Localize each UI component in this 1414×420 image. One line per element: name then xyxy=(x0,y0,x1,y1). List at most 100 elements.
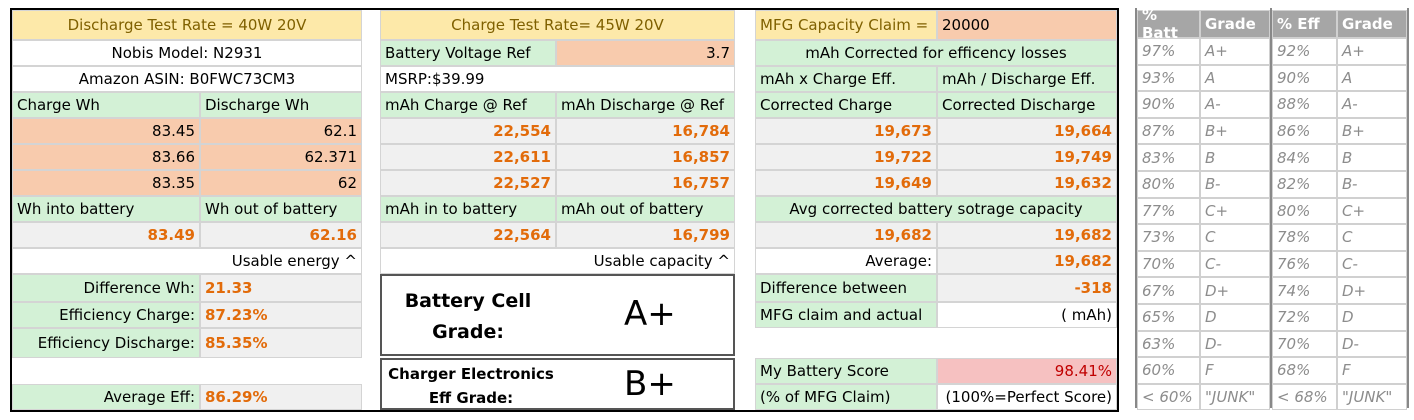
charger-grade-box: Charger Electronics Eff Grade: B+ xyxy=(380,358,735,410)
grade-table-cell: D+ xyxy=(1200,277,1270,304)
grade-table-cell: 63% xyxy=(1137,330,1200,358)
grade-table-cell: "JUNK" xyxy=(1200,383,1270,411)
efficiency-charge: 87.23% xyxy=(200,302,362,328)
efficiency-difference-label: Difference Wh: xyxy=(12,274,200,302)
grade-table-cell: B+ xyxy=(1337,117,1407,145)
corrected-avg-charge: 19,682 xyxy=(755,222,937,248)
claim-score: 98.41% xyxy=(937,358,1117,384)
grade-table-cell: 70% xyxy=(1137,250,1200,278)
discharge-2: 62 xyxy=(200,170,362,196)
grade-table-cell: < 60% xyxy=(1137,383,1200,411)
grade-table-cell: C xyxy=(1337,224,1407,251)
grade-table-cell: C- xyxy=(1200,250,1270,278)
grade-table-cell: 60% xyxy=(1137,357,1200,384)
grade-table-cell: 68% xyxy=(1272,357,1337,384)
discharge-2: 19,632 xyxy=(937,170,1117,196)
discharge-0: 16,784 xyxy=(556,118,735,144)
charge-2: 22,527 xyxy=(380,170,556,196)
charge-0: 22,554 xyxy=(380,118,556,144)
grade-table-cell: D xyxy=(1337,304,1407,331)
claim-score-note: (100%=Perfect Score) xyxy=(937,384,1117,410)
wh-charge-header: Charge Wh xyxy=(12,92,200,118)
grade-table-cell: D xyxy=(1200,304,1270,331)
wh-out-header: Wh out of battery xyxy=(200,196,362,222)
discharge-0: 62.1 xyxy=(200,118,362,144)
grade-table-cell: A+ xyxy=(1200,38,1270,65)
grade-table-cell: 74% xyxy=(1272,277,1337,304)
discharge-1: 16,857 xyxy=(556,144,735,170)
grade-table-cell: 80% xyxy=(1272,197,1337,225)
grade-table-cell: 70% xyxy=(1272,330,1337,358)
charge-1: 83.66 xyxy=(12,144,200,170)
grade-table-cell: 93% xyxy=(1137,64,1200,92)
grade-table-cell: 82% xyxy=(1272,171,1337,198)
grade-table-cell: 72% xyxy=(1272,304,1337,331)
grade-table-cell: 77% xyxy=(1137,197,1200,225)
charger-grade: B+ xyxy=(624,364,676,404)
grade-table-cell: 90% xyxy=(1137,91,1200,118)
grade-table-cell: 92% xyxy=(1272,38,1337,65)
grade-table-cell: 90% xyxy=(1272,64,1337,92)
grade-table-cell: 97% xyxy=(1137,38,1200,65)
grade-table-cell: A+ xyxy=(1337,38,1407,65)
grade-table-cell: B- xyxy=(1337,171,1407,198)
grade-table-cell: 86% xyxy=(1272,117,1337,145)
grade-table-cell: 67% xyxy=(1137,277,1200,304)
grade-table-cell: 88% xyxy=(1272,91,1337,118)
grade-table-cell: C+ xyxy=(1337,197,1407,225)
efficiency-discharge-label: Efficiency Discharge: xyxy=(12,328,200,358)
charge-2: 83.35 xyxy=(12,170,200,196)
corrected-average-label: Average: xyxy=(755,248,937,274)
claim-unit: ( mAh) xyxy=(937,302,1117,328)
discharge-1: 62.371 xyxy=(200,144,362,170)
grade-table-cell: C+ xyxy=(1200,197,1270,225)
grade-table-cell: A xyxy=(1200,64,1270,92)
corrected-average: 19,682 xyxy=(937,248,1117,274)
grade-table-cell: A- xyxy=(1200,91,1270,118)
corrected-title: mAh Corrected for efficency losses xyxy=(755,40,1117,66)
wh-into-header: Wh into battery xyxy=(12,196,200,222)
corrected-discharge-header: Corrected Discharge xyxy=(937,92,1117,118)
charger-grade-label: Charger Electronics Eff Grade: xyxy=(388,365,554,407)
grade-table-header: Grade xyxy=(1337,10,1407,38)
grade-table-cell: 80% xyxy=(1137,171,1200,198)
header-discharge-rate: Discharge Test Rate = 40W 20V xyxy=(12,10,362,40)
mah-into-header: mAh in to battery xyxy=(380,196,556,222)
grade-table-frame xyxy=(1407,8,1410,408)
grade-table-cell: 87% xyxy=(1137,117,1200,145)
grade-table-cell: D- xyxy=(1200,330,1270,358)
discharge-1: 19,749 xyxy=(937,144,1117,170)
grade-table-cell: B- xyxy=(1200,171,1270,198)
grade-table-cell: A- xyxy=(1337,91,1407,118)
grade-table-cell: < 68% xyxy=(1272,383,1337,411)
corrected-charge-method: mAh x Charge Eff. xyxy=(755,66,937,92)
charge-0: 19,673 xyxy=(755,118,937,144)
charge-1: 22,611 xyxy=(380,144,556,170)
header-charge-rate: Charge Test Rate= 45W 20V xyxy=(380,10,735,40)
grade-table-cell: C- xyxy=(1337,250,1407,278)
claim-score-label: My Battery Score xyxy=(755,358,937,384)
efficiency-average-label: Average Eff: xyxy=(12,384,200,410)
efficiency-difference: 21.33 xyxy=(200,274,362,302)
grade-table-cell: 76% xyxy=(1272,250,1337,278)
grade-table-cell: D- xyxy=(1337,330,1407,358)
grade-table-cell: 78% xyxy=(1272,224,1337,251)
grade-table-header: % Eff xyxy=(1272,10,1337,38)
grade-table-cell: 83% xyxy=(1137,144,1200,171)
discharge-2: 16,757 xyxy=(556,170,735,196)
efficiency-charge-label: Efficiency Charge: xyxy=(12,302,200,328)
claim-diff: -318 xyxy=(937,274,1117,302)
mah-out-header: mAh out of battery xyxy=(556,196,735,222)
grade-table-cell: "JUNK" xyxy=(1337,383,1407,411)
corrected-avg-discharge: 19,682 xyxy=(937,222,1117,248)
header-mfg-label: MFG Capacity Claim = xyxy=(755,10,937,40)
grade-table-cell: 65% xyxy=(1137,304,1200,331)
mah-discharge-header: mAh Discharge @ Ref xyxy=(556,92,735,118)
corrected-avg-title: Avg corrected battery sotrage capacity xyxy=(755,196,1117,222)
claim-diff-label-1: Difference between xyxy=(755,274,937,302)
wh-into: 83.49 xyxy=(12,222,200,248)
grade-table-header: Grade xyxy=(1200,10,1270,38)
grade-table-cell: B+ xyxy=(1200,117,1270,145)
info-voltage-label: Battery Voltage Ref xyxy=(380,40,556,66)
